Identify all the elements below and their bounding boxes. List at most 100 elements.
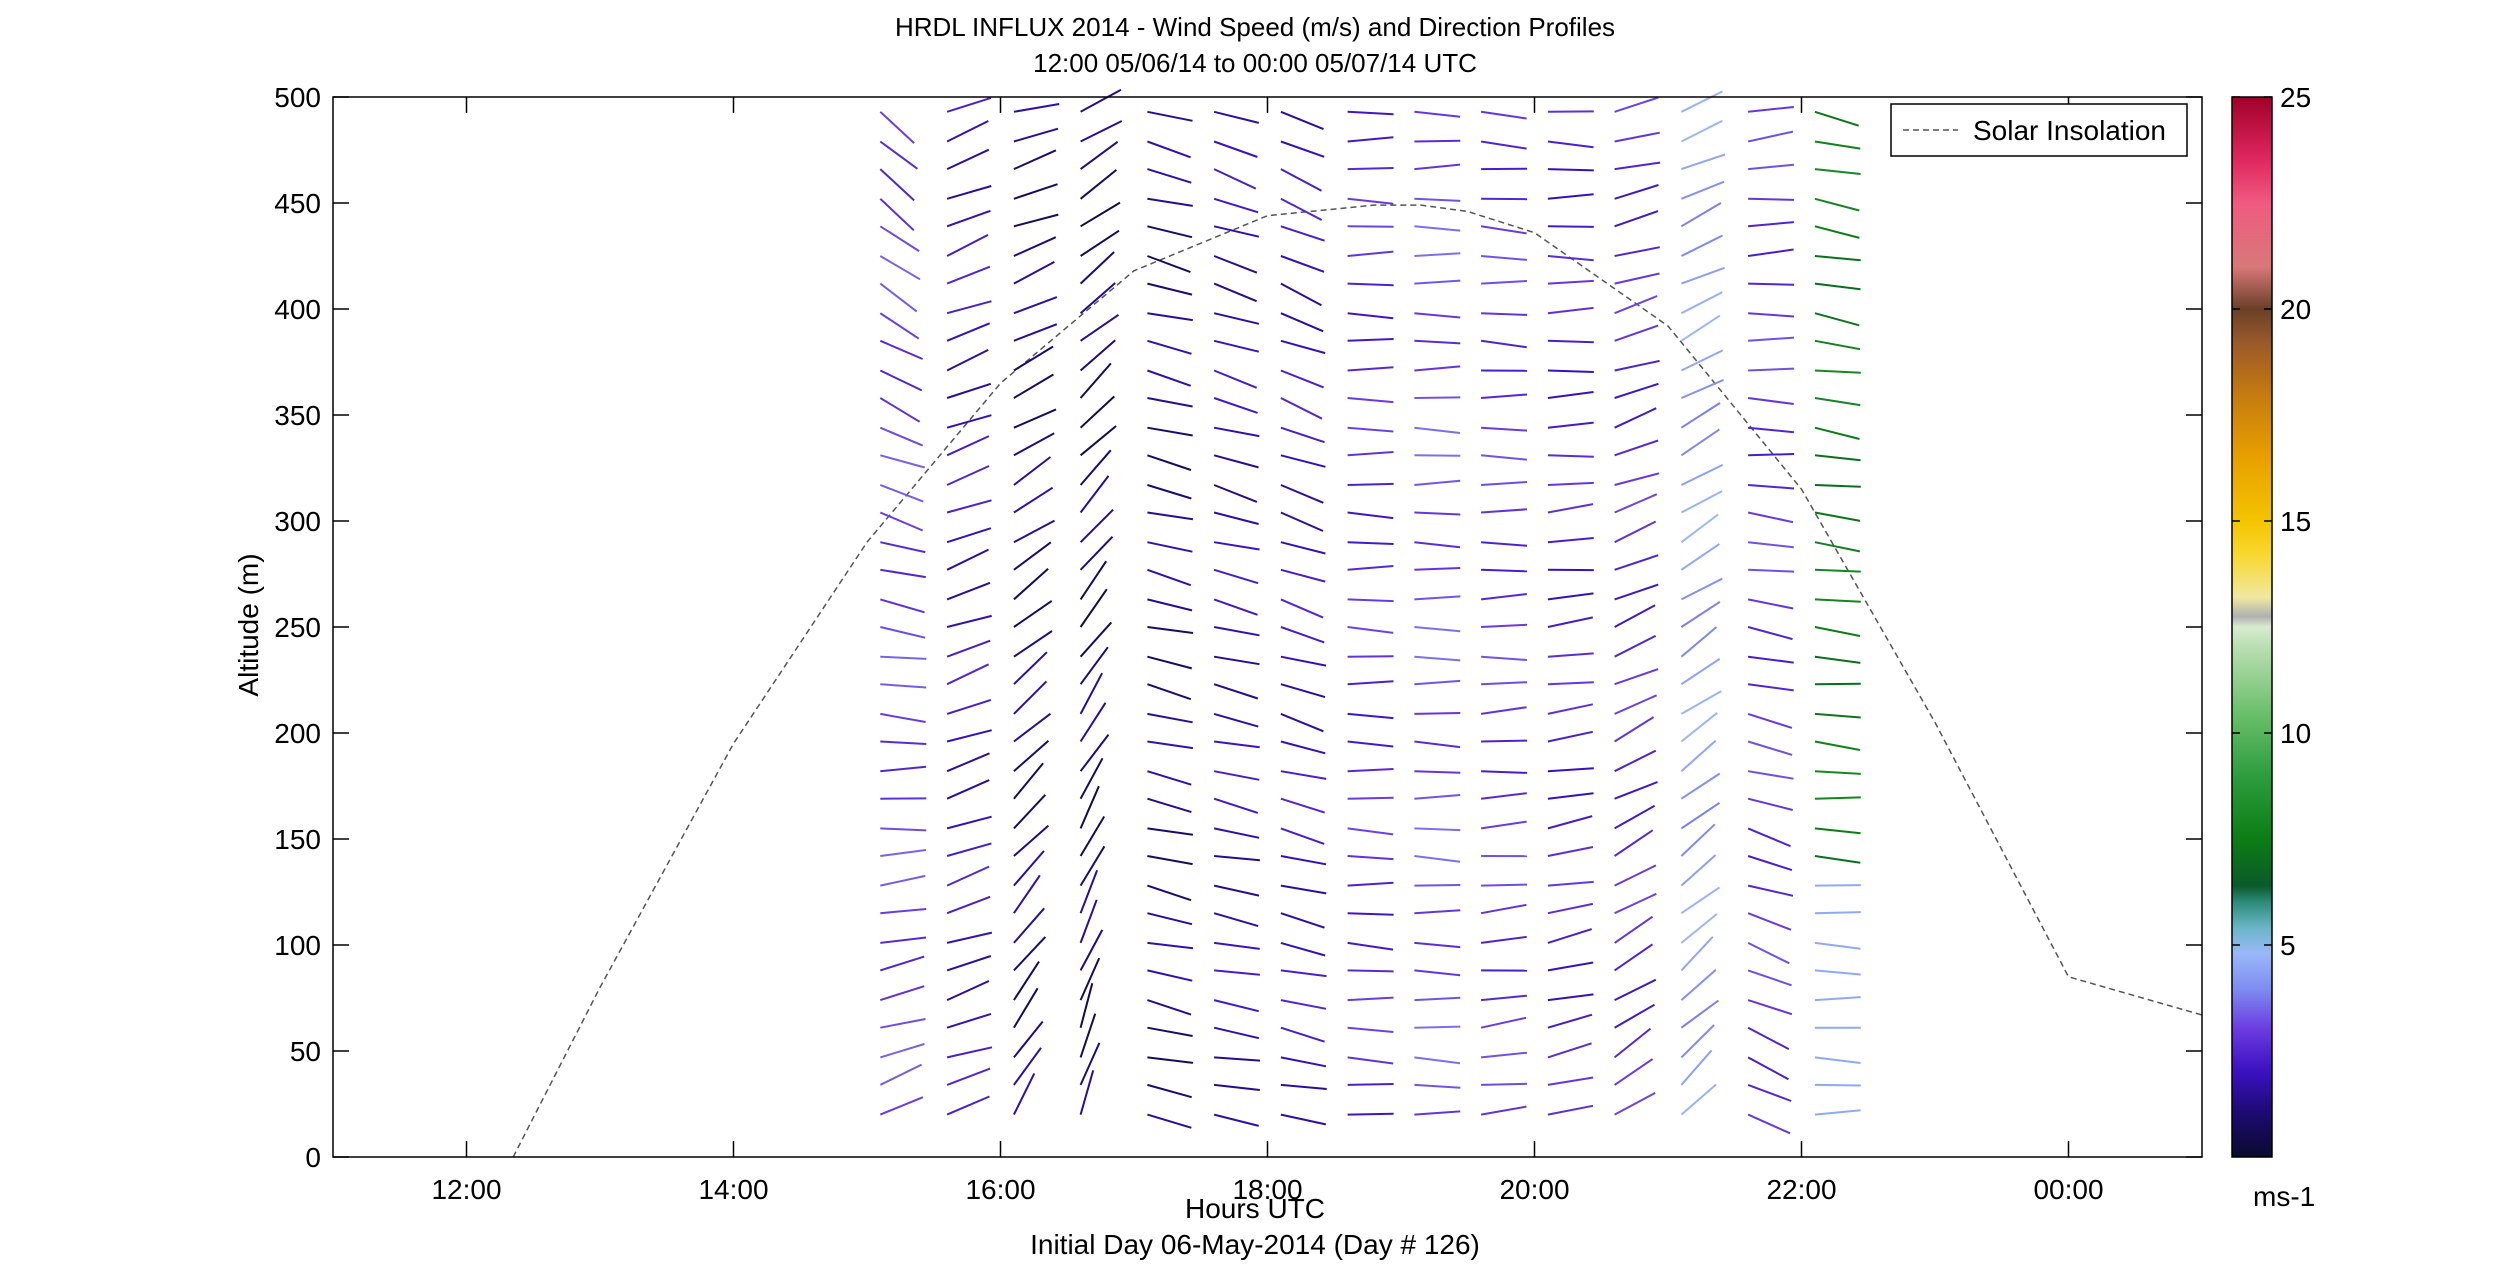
wind-barb: [1213, 827, 1260, 839]
wind-barb: [1213, 397, 1258, 414]
wind-barb: [1079, 646, 1109, 685]
wind-barb: [1147, 655, 1193, 670]
wind-barb: [1013, 1047, 1042, 1086]
wind-barb: [1213, 941, 1260, 950]
legend-entry-solar: Solar Insolation: [1973, 115, 2166, 146]
wind-barb: [1013, 680, 1048, 715]
colorbar-tick-label: 10: [2280, 718, 2311, 749]
wind-barb: [1814, 339, 1861, 351]
wind-barb: [1747, 797, 1793, 811]
wind-barb: [880, 541, 926, 554]
wind-barb: [1747, 942, 1790, 965]
wind-barb: [1079, 1070, 1095, 1115]
wind-barb: [1614, 716, 1655, 743]
wind-barb: [1614, 943, 1654, 972]
wind-barb: [1614, 295, 1658, 315]
wind-barb: [1547, 730, 1594, 743]
wind-barb: [1079, 815, 1106, 857]
wind-barb: [1347, 426, 1394, 433]
wind-barb: [1280, 912, 1325, 929]
wind-barb: [1079, 899, 1098, 944]
wind-barb: [879, 198, 915, 232]
wind-barb: [1680, 600, 1721, 628]
wind-barb: [1547, 193, 1594, 200]
wind-barb: [1680, 90, 1723, 113]
wind-barb: [1280, 282, 1322, 307]
wind-barb: [1280, 969, 1327, 978]
wind-barb: [879, 225, 920, 252]
wind-barb: [880, 908, 927, 915]
wind-barb: [1547, 1104, 1594, 1116]
wind-barb: [1013, 762, 1044, 800]
wind-barb: [1747, 1026, 1790, 1050]
wind-barb: [1748, 336, 1795, 342]
wind-barb: [1147, 1026, 1193, 1037]
wind-barb: [1280, 140, 1325, 158]
wind-barb: [1280, 855, 1327, 866]
wind-barb: [1013, 1072, 1036, 1116]
wind-barb: [1147, 1056, 1194, 1064]
wind-barb: [1814, 911, 1861, 915]
colorbar-unit: ms-1: [2253, 1181, 2315, 1212]
wind-barb: [946, 865, 990, 887]
wind-barb: [1213, 912, 1259, 928]
wind-barb: [1547, 454, 1594, 458]
wind-barb: [1547, 537, 1594, 544]
wind-barb: [879, 397, 921, 423]
wind-barb: [1147, 827, 1194, 836]
wind-barb: [1814, 225, 1860, 239]
x-axis-label: Hours UTC: [1185, 1193, 1325, 1224]
y-axis: 0 50 100 150 200 250 300 350 400 450 500: [274, 82, 2202, 1173]
wind-barb: [1680, 690, 1722, 715]
x-tick-label: 22:00: [1766, 1174, 1836, 1205]
y-tick-label: 150: [274, 824, 321, 855]
wind-barb: [1614, 246, 1660, 257]
wind-barb: [880, 454, 925, 469]
wind-barb: [1814, 996, 1861, 1002]
wind-barb: [1147, 484, 1192, 500]
wind-barb: [1213, 282, 1257, 303]
plot-frame: [332, 96, 2203, 1158]
wind-barb: [1147, 255, 1191, 274]
wind-barb: [946, 581, 991, 601]
wind-barb: [1614, 131, 1660, 143]
wind-barb: [1414, 595, 1461, 601]
wind-barb: [1280, 110, 1324, 131]
wind-barb: [1814, 884, 1861, 887]
wind-barb: [1414, 655, 1461, 662]
wind-barb: [1079, 929, 1104, 971]
wind-barb: [1480, 706, 1527, 715]
wind-barb: [1147, 797, 1192, 814]
wind-barb: [1213, 339, 1260, 353]
wind-barb: [1280, 454, 1326, 468]
legend-box: [1890, 103, 2188, 157]
wind-barb: [1614, 978, 1657, 1001]
wind-barb: [1213, 511, 1259, 525]
wind-barb: [1213, 369, 1258, 389]
wind-barb: [1680, 428, 1720, 457]
wind-barb: [1414, 827, 1461, 832]
wind-barb: [1481, 481, 1528, 486]
wind-barb: [1814, 511, 1861, 522]
wind-barb: [1414, 197, 1461, 202]
wind-barb: [1748, 197, 1795, 201]
wind-barb: [946, 300, 992, 315]
wind-barb: [1480, 903, 1527, 915]
wind-barb: [1480, 140, 1527, 150]
wind-barb: [1748, 312, 1795, 318]
wind-barb: [1814, 1109, 1861, 1116]
wind-barb: [1347, 768, 1394, 773]
wind-barb: [1748, 221, 1794, 228]
wind-barb: [1147, 282, 1193, 296]
y-tick-label: 350: [274, 400, 321, 431]
wind-barb: [1747, 655, 1794, 664]
wind-barb: [1147, 541, 1193, 553]
wind-barb: [1147, 140, 1191, 159]
wind-barb: [1013, 987, 1039, 1029]
wind-barb: [1547, 279, 1594, 285]
colorbar-tick-label: 20: [2280, 294, 2311, 325]
wind-barb: [1747, 626, 1793, 641]
wind-barb: [1680, 402, 1721, 429]
wind-barb: [1414, 110, 1461, 118]
wind-barb: [1614, 829, 1654, 857]
